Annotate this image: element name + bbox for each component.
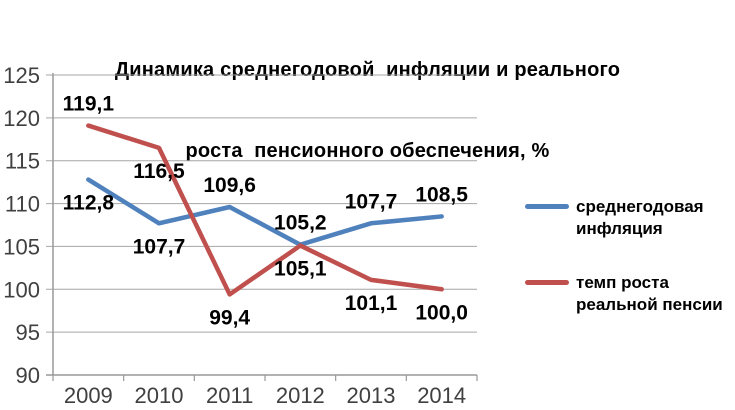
- y-tick-label: 115: [5, 149, 40, 174]
- y-tick-label: 90: [16, 363, 40, 388]
- series-line-1: [86, 123, 444, 297]
- legend-swatch: [525, 280, 569, 285]
- series-line-0: [86, 177, 444, 247]
- legend-item: среднегодовая инфляция: [525, 196, 735, 240]
- legend-item-label: темп роста реальной пенсии: [576, 273, 723, 314]
- legend-item-label: среднегодовая инфляция: [576, 197, 704, 238]
- data-label: 101,1: [345, 292, 398, 315]
- y-tick-label: 110: [5, 192, 40, 217]
- data-label: 100,0: [415, 301, 468, 324]
- data-label: 116,5: [133, 160, 185, 183]
- legend-swatch: [525, 204, 569, 209]
- data-label: 105,1: [274, 258, 327, 281]
- x-tick-label: 2010: [135, 383, 184, 408]
- x-tick-label: 2009: [64, 383, 113, 408]
- y-tick-label: 120: [3, 106, 40, 131]
- data-label: 119,1: [63, 93, 115, 116]
- data-label: 107,7: [133, 235, 186, 258]
- x-tick-label: 2013: [347, 383, 396, 408]
- y-tick-label: 105: [3, 234, 40, 259]
- chart-title-line-2: роста пенсионного обеспечения, %: [185, 140, 550, 162]
- legend: среднегодовая инфляция темп роста реально…: [525, 0, 730, 410]
- x-tick-label: 2014: [417, 383, 466, 408]
- data-label: 109,6: [203, 174, 256, 197]
- x-tick-label: 2011: [206, 383, 253, 408]
- y-tick-label: 100: [3, 277, 40, 302]
- data-label: 107,7: [345, 190, 398, 213]
- y-tick-label: 125: [3, 63, 40, 88]
- y-tick-label: 95: [16, 320, 40, 345]
- data-label: 99,4: [209, 306, 250, 329]
- data-label: 105,2: [274, 212, 327, 235]
- legend-item: темп роста реальной пенсии: [525, 272, 735, 316]
- data-label: 108,5: [415, 183, 468, 206]
- x-tick-label: 2012: [276, 383, 325, 408]
- data-label: 112,8: [63, 192, 115, 215]
